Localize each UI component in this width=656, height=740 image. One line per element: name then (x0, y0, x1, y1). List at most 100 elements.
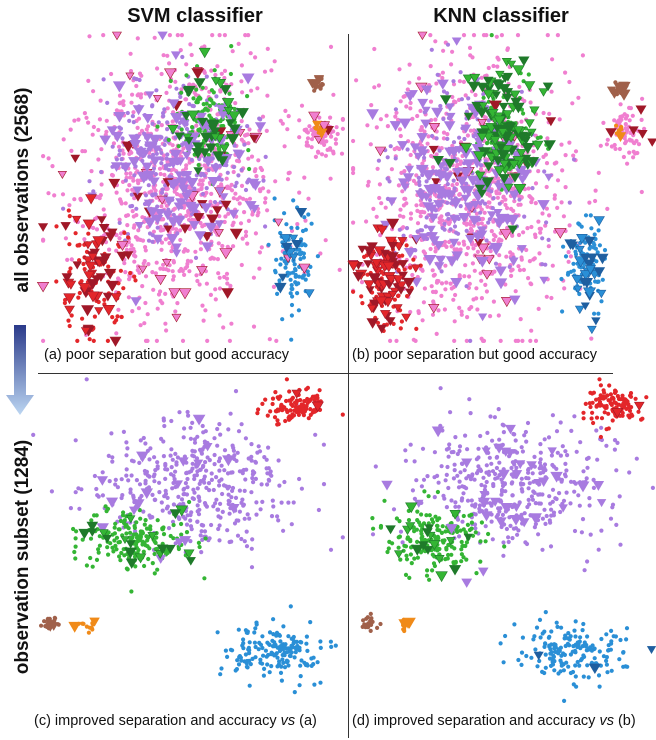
point-green-539 (427, 577, 432, 582)
misclassified-point-purple-97 (171, 243, 182, 252)
point-pink-342 (533, 201, 538, 206)
point-green-533 (455, 529, 460, 534)
point-green-584 (132, 523, 137, 529)
point-purple-40 (432, 450, 437, 455)
point-purple-365 (188, 539, 193, 544)
point-purple-358 (526, 497, 531, 502)
point-pink-554 (252, 169, 257, 174)
misclassified-point-red-363 (393, 304, 403, 313)
point-blue-1161 (599, 299, 604, 304)
point-red-1243 (86, 231, 91, 236)
point-purple-377 (166, 526, 172, 531)
misclassified-point-purple-60 (134, 222, 145, 230)
misclassified-point-pink-29 (125, 72, 135, 81)
point-green-457 (396, 535, 401, 540)
point-purple-902 (117, 220, 122, 225)
point-blue-1359 (274, 257, 279, 262)
point-purple-320 (209, 522, 214, 528)
point-red-1239 (114, 318, 119, 323)
point-green-500 (116, 540, 121, 545)
point-green-432 (179, 532, 184, 537)
point-purple-381 (459, 498, 464, 503)
point-pink-596 (41, 154, 46, 159)
point-purple-231 (191, 496, 196, 502)
point-pink-580 (125, 188, 130, 193)
point-purple-25 (291, 500, 296, 505)
point-purple-320 (493, 476, 498, 481)
point-purple-889 (487, 217, 492, 222)
point-purple-273 (276, 458, 281, 463)
point-purple-14 (448, 410, 453, 415)
point-pink-317 (464, 338, 469, 343)
point-pink-455 (185, 258, 190, 263)
point-pink-804 (430, 268, 435, 273)
point-purple-939 (456, 231, 461, 236)
point-red-697 (287, 416, 292, 421)
point-purple-403 (113, 477, 118, 482)
misclassified-point-red-367 (374, 296, 388, 308)
point-pink-378 (203, 85, 208, 91)
point-blue-777 (234, 667, 239, 672)
point-purple-258 (599, 425, 604, 430)
point-purple-369 (152, 479, 157, 484)
misclassified-point-purple-107 (134, 149, 145, 158)
point-green-506 (133, 564, 138, 569)
point-pink-1451 (319, 152, 325, 157)
misclassified-point-green-266 (489, 136, 501, 146)
point-purple-386 (453, 500, 458, 505)
point-green-513 (404, 557, 410, 562)
misclassified-point-purple-61 (445, 112, 456, 122)
point-pink-55 (263, 196, 268, 201)
misclassified-point-purple-103 (119, 162, 132, 173)
point-green-424 (117, 554, 122, 559)
misclassified-point-green-248 (529, 106, 540, 116)
point-green-446 (415, 518, 420, 523)
point-purple-134 (519, 476, 524, 481)
point-blue-756 (288, 604, 293, 609)
point-pink-1427 (309, 145, 314, 150)
point-purple-857 (438, 103, 443, 109)
point-purple-7 (443, 478, 448, 483)
point-purple-119 (161, 418, 166, 423)
misclassified-point-purple-47 (397, 178, 409, 188)
misclassified-point-purple-127 (170, 51, 182, 60)
point-purple-305 (240, 471, 245, 476)
point-purple-306 (465, 447, 470, 452)
point-pink-177 (94, 227, 100, 232)
point-pink-1281 (627, 105, 632, 110)
point-pink-536 (240, 236, 245, 241)
point-pink-282 (503, 202, 508, 207)
misclassified-point-red-359 (405, 288, 415, 297)
misclassified-point-green-287 (498, 102, 509, 112)
point-blue-1342 (315, 254, 320, 259)
point-purple-124 (498, 506, 503, 511)
point-purple-219 (530, 471, 535, 476)
point-purple-187 (275, 514, 280, 519)
misclassified-point-pink-3 (545, 117, 557, 127)
point-purple-406 (221, 483, 227, 488)
point-blue-842 (274, 651, 279, 656)
point-red-1249 (87, 337, 92, 342)
point-blue-812 (315, 660, 320, 665)
point-purple-64 (489, 461, 494, 466)
misclassified-point-pink-10 (298, 263, 311, 274)
point-purple-265 (143, 481, 148, 486)
point-pink-719 (471, 33, 477, 38)
point-red-1219 (133, 278, 138, 283)
point-purple-1023 (151, 152, 156, 157)
point-purple-222 (453, 435, 458, 440)
point-pink-281 (160, 301, 165, 306)
point-purple-147 (265, 482, 270, 487)
point-purple-16 (544, 513, 549, 519)
misclassified-point-purple-155 (413, 152, 424, 161)
point-pink-682 (400, 189, 405, 194)
point-pink-1240 (627, 150, 632, 155)
point-pink-226 (182, 272, 187, 277)
point-pink-414 (99, 147, 104, 152)
point-pink-740 (239, 262, 244, 268)
point-blue-1310 (295, 225, 300, 231)
point-purple-986 (419, 228, 425, 233)
misclassified-point-green-192 (197, 117, 208, 127)
point-pink-218 (428, 246, 433, 252)
point-pink-631 (217, 275, 222, 280)
